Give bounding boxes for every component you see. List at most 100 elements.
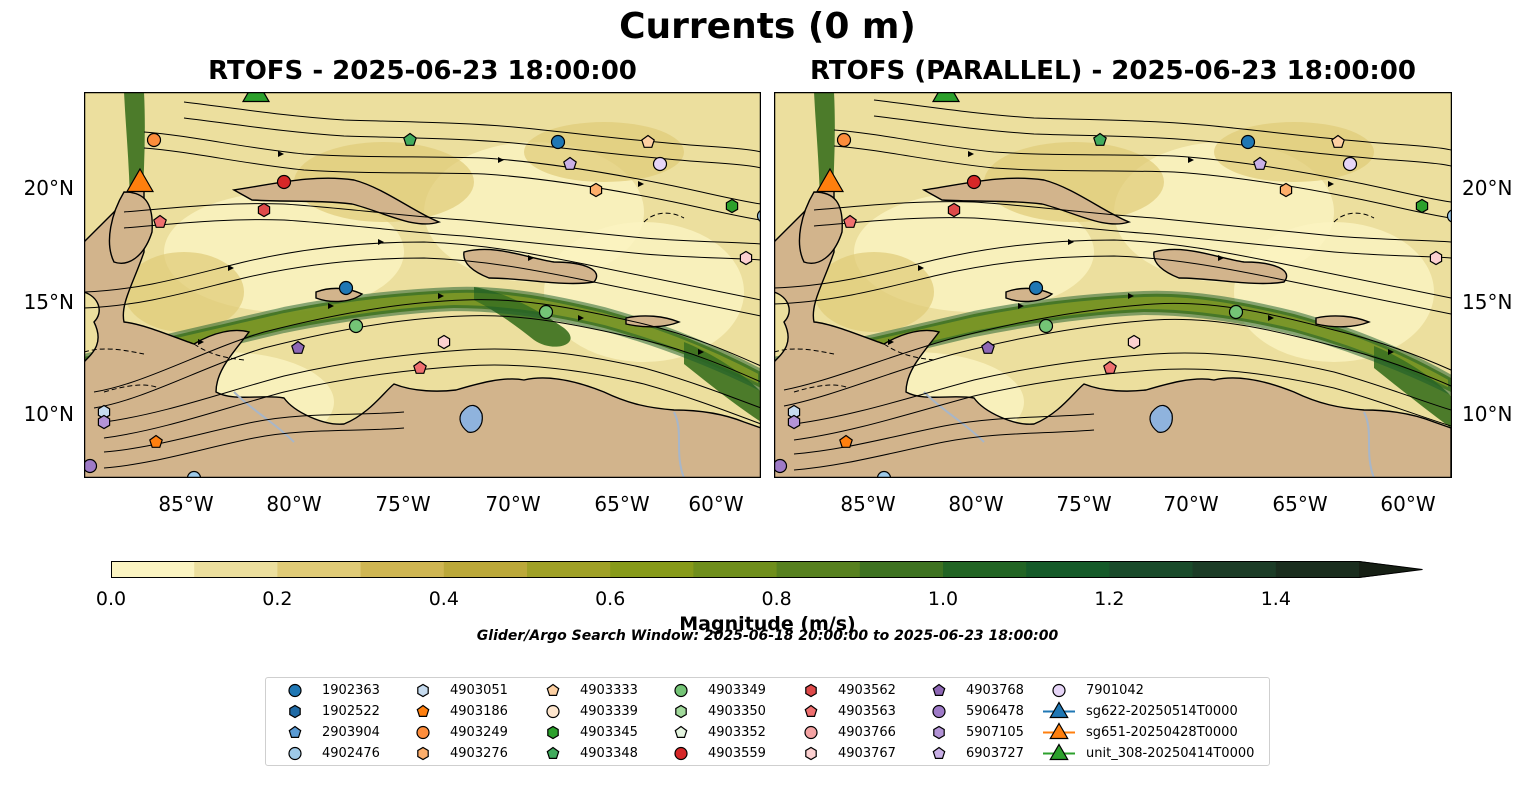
colorbar-level xyxy=(859,561,944,578)
land-mass xyxy=(231,177,442,225)
flow-arrow xyxy=(1388,349,1394,355)
legend-item: 4903186 xyxy=(406,701,508,722)
legend-label: 4903563 xyxy=(838,704,896,719)
flow-arrow xyxy=(1268,315,1274,321)
float-marker-5907105 xyxy=(787,414,801,430)
streamline xyxy=(123,203,762,245)
legend-item: sg651-20250428T0000 xyxy=(1042,722,1238,743)
lon-tick-label: 65°W xyxy=(1272,492,1328,516)
legend-item: 4903276 xyxy=(406,743,508,764)
legend-item: 4903349 xyxy=(664,680,766,701)
legend: 1902363 1902522 2903904 4902476 4903051 49031… xyxy=(265,677,1270,766)
colorbar-level xyxy=(360,561,445,578)
float-marker-4903767 xyxy=(1127,334,1141,350)
colorbar-tick-label: 1.2 xyxy=(1094,588,1125,610)
fast-current-band xyxy=(474,287,571,347)
colorbar-level xyxy=(1026,561,1110,578)
land-mass xyxy=(798,191,843,264)
figure-title: Currents (0 m) xyxy=(619,6,916,47)
legend-label: 5907105 xyxy=(966,725,1024,740)
legend-item: 4903768 xyxy=(922,680,1024,701)
float-marker-4903562 xyxy=(947,202,961,218)
streamline xyxy=(103,348,762,423)
legend-item: 4903767 xyxy=(794,743,896,764)
lat-tick-label: 10°N xyxy=(1462,402,1513,426)
pentagon-marker-icon xyxy=(804,704,818,717)
float-marker-7901042 xyxy=(652,156,668,172)
legend-item: 1902363 xyxy=(278,680,380,701)
legend-item: 4903559 xyxy=(664,743,766,764)
colorbar-tick-label: 0.2 xyxy=(262,588,293,610)
circle-marker-icon xyxy=(1052,683,1066,698)
float-marker-4903186 xyxy=(839,434,853,448)
legend-label: 1902363 xyxy=(322,683,380,698)
legend-item: 4903339 xyxy=(536,701,638,722)
streamline xyxy=(93,299,762,393)
float-marker-5907105 xyxy=(97,414,111,430)
streamline xyxy=(183,101,762,153)
float-marker-4903276 xyxy=(1279,182,1293,198)
colorbar-level xyxy=(277,561,362,578)
flow-arrow xyxy=(1218,255,1224,261)
float-marker-4903767 xyxy=(739,250,753,266)
legend-label: 4903766 xyxy=(838,725,896,740)
flow-arrow xyxy=(1068,239,1074,245)
legend-label: unit_308-20250414T0000 xyxy=(1086,746,1255,761)
colorbar-label: Magnitude (m/s) xyxy=(679,613,856,635)
colorbar-level xyxy=(610,561,694,578)
pentagon-marker-icon xyxy=(416,704,430,717)
flow-arrow xyxy=(328,303,334,309)
float-marker-4903186 xyxy=(149,434,163,448)
map-panel-rtofs xyxy=(81,77,772,486)
legend-item: 4903563 xyxy=(794,701,896,722)
legend-label: 6903727 xyxy=(966,746,1024,761)
float-marker-1902363 xyxy=(1028,280,1044,296)
glider-sg651 xyxy=(815,167,845,193)
legend-item: 4903345 xyxy=(536,722,638,743)
hexagon-marker-icon xyxy=(547,725,559,740)
legend-item: sg622-20250514T0000 xyxy=(1042,701,1238,722)
legend-label: 4903186 xyxy=(450,704,508,719)
float-marker-4903349 xyxy=(1038,318,1054,334)
float-marker-4903563 xyxy=(843,214,857,228)
land-mass xyxy=(625,315,681,328)
lon-tick-label: 75°W xyxy=(375,492,431,516)
legend-label: 4903333 xyxy=(580,683,638,698)
hexagon-marker-icon xyxy=(417,683,429,698)
map-canvas xyxy=(771,77,1462,486)
lat-tick-label: 20°N xyxy=(23,176,74,200)
legend-item: 4903249 xyxy=(406,722,508,743)
streamline xyxy=(143,131,762,205)
flow-arrow xyxy=(1018,303,1024,309)
float-marker-4903349 xyxy=(1228,304,1244,320)
legend-label: 5906478 xyxy=(966,704,1024,719)
float-marker-4903349 xyxy=(348,318,364,334)
flow-arrow xyxy=(918,265,924,271)
pentagon-marker-icon xyxy=(546,746,560,759)
flow-arrow xyxy=(378,239,384,245)
pentagon-marker-icon xyxy=(546,683,560,696)
float-marker-4903345 xyxy=(725,198,739,214)
streamline xyxy=(783,302,1452,391)
float-marker-5906478 xyxy=(772,458,788,474)
land-mass xyxy=(1153,248,1288,285)
legend-item: 2903904 xyxy=(278,722,380,743)
float-marker-7901042 xyxy=(1342,156,1358,172)
flow-arrow xyxy=(528,255,534,261)
colorbar-extend-arrow xyxy=(1359,561,1423,578)
colorbar-level xyxy=(1275,561,1360,578)
colorbar-tick-label: 0.6 xyxy=(595,588,626,610)
circle-marker-icon xyxy=(674,683,688,698)
float-marker-1902363 xyxy=(550,134,566,150)
legend-label: sg622-20250514T0000 xyxy=(1086,704,1238,719)
lon-tick-label: 60°W xyxy=(1380,492,1436,516)
lon-tick-label: 85°W xyxy=(840,492,896,516)
float-marker-4903559 xyxy=(276,174,292,190)
lake xyxy=(459,404,483,433)
panel-title-rtofs: RTOFS - 2025-06-23 18:00:00 xyxy=(208,56,637,86)
legend-label: 4903348 xyxy=(580,746,638,761)
colorbar-tick-label: 1.0 xyxy=(927,588,959,610)
land-mass xyxy=(1315,315,1371,328)
flow-arrow xyxy=(278,151,284,157)
legend-label: 2903904 xyxy=(322,725,380,740)
